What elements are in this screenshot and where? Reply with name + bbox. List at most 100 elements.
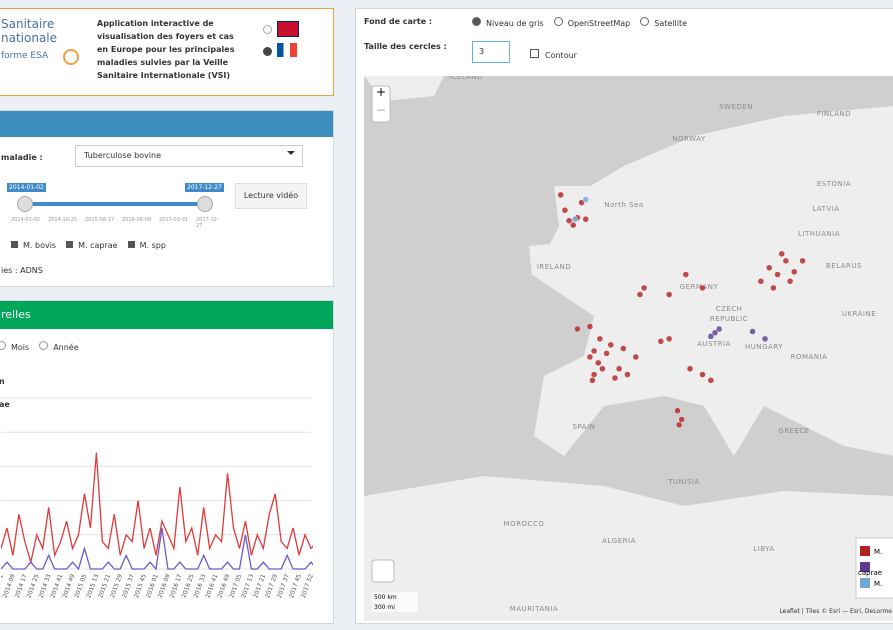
slider-handle[interactable] [197, 196, 213, 212]
outbreak-marker [611, 374, 619, 382]
flag-uk[interactable] [277, 21, 299, 37]
legend-swatch [860, 562, 870, 572]
label: Fond de carte : [364, 17, 433, 26]
map-label: IRELAND [537, 263, 571, 271]
slider-label: 2017-12-27 [185, 183, 224, 192]
outbreak-marker [665, 291, 673, 298]
map-label: MOROCCO [504, 520, 545, 528]
outbreak-marker [707, 377, 715, 384]
label: Taille des cercles : [364, 42, 447, 51]
outbreak-marker [590, 347, 598, 355]
outbreak-marker [715, 325, 723, 333]
outbreak-marker [791, 268, 798, 276]
outbreak-marker [778, 250, 785, 258]
map-panel: Fond de carte : Niveau de gris OpenStreet… [355, 8, 893, 624]
outbreak-marker [757, 278, 765, 285]
outbreak-marker [582, 196, 589, 203]
map-label: LITHUANIA [798, 230, 840, 238]
panel-header: relles [0, 301, 333, 329]
outbreak-marker [749, 328, 756, 335]
logo-line: nationale [1, 31, 58, 45]
basemap-radios: Niveau de gris OpenStreetMap Satellite [472, 17, 687, 28]
flag-fr[interactable] [277, 43, 297, 57]
checkbox-label: Contour [545, 51, 577, 60]
slider-label: 2014-01-02 [7, 183, 46, 192]
map-label: FINLAND [817, 110, 851, 118]
zoom-out[interactable]: − [376, 103, 386, 117]
description: Application interactive de visualisation… [97, 19, 235, 80]
label: maladie : [1, 153, 43, 162]
checkbox[interactable] [127, 241, 135, 248]
outbreak-marker [607, 341, 614, 349]
map-label: LATVIA [812, 205, 839, 213]
map-label: SPAIN [573, 423, 596, 431]
radio-label: Année [53, 343, 79, 352]
outbreak-marker [620, 345, 627, 352]
checkbox[interactable] [11, 241, 18, 248]
caret [287, 151, 295, 159]
outbreak-marker [678, 416, 685, 423]
outbreak-marker [686, 365, 694, 372]
checkbox[interactable] [66, 241, 74, 248]
map-label: SWEDEN [719, 103, 753, 111]
map-label: GREECE [778, 427, 809, 435]
outbreak-marker [615, 365, 623, 372]
panel-header [0, 111, 333, 137]
select[interactable]: Tuberculose bovine [75, 145, 303, 167]
radio[interactable] [0, 341, 6, 350]
legend-fragment: n [0, 377, 5, 386]
map-label: REPUBLIC [710, 315, 748, 323]
outbreak-marker [586, 323, 594, 330]
logo: Sanitaire nationale forme ESA [1, 17, 57, 61]
source: ies : ADNS [1, 266, 43, 275]
radio-label: OpenStreetMap [567, 19, 631, 28]
legend-label: caprae [858, 569, 882, 577]
radio-label: Mois [11, 343, 30, 352]
number-input[interactable]: 3 [472, 41, 510, 63]
radio[interactable] [472, 17, 481, 26]
slider-tick-label: 2014-01-02 [11, 217, 41, 223]
slider-tick-label: 2017-03-31 [159, 217, 189, 223]
zoom-in[interactable]: + [376, 85, 386, 99]
outbreak-marker [603, 350, 610, 357]
outbreak-marker [565, 217, 573, 224]
map-label: AUSTRIA [697, 340, 731, 348]
outbreak-marker [589, 377, 596, 384]
radio[interactable] [263, 47, 272, 56]
outbreak-marker [766, 264, 773, 271]
outbreak-marker [570, 221, 577, 229]
legend-fragment: ae [0, 400, 10, 409]
outbreak-marker [665, 335, 673, 343]
radio[interactable] [553, 17, 563, 26]
outbreak-marker [561, 207, 569, 214]
outbreak-marker [582, 215, 589, 223]
header: Sanitaire nationale forme ESA Applicatio… [0, 8, 334, 96]
map-label: North Sea [604, 201, 643, 209]
slider-tick-label: 2016-06-09 [122, 217, 152, 223]
outbreak-marker [599, 365, 606, 372]
logo-line: forme ESA [1, 51, 49, 61]
outbreak-marker [682, 271, 690, 278]
legend-swatch [860, 578, 870, 588]
outbreak-marker [596, 335, 604, 343]
map-label: UKRAINE [842, 310, 876, 318]
checkbox[interactable] [530, 49, 539, 58]
outbreak-marker [675, 421, 683, 429]
radio[interactable] [263, 25, 272, 34]
radio[interactable] [39, 341, 49, 350]
map-label: ALGERIA [602, 537, 636, 545]
outbreak-marker [624, 371, 631, 378]
button[interactable]: Lecture vidéo [235, 183, 307, 209]
legend-label: M. [874, 580, 882, 588]
outbreak-marker [674, 407, 681, 414]
outbreak-marker [586, 353, 594, 361]
slider-handle[interactable] [17, 196, 33, 212]
map: + − 500 km 300 mi Leaflet | Tiles © Esri… [364, 76, 893, 621]
map-label: HUNGARY [745, 343, 783, 351]
legend-label: M. [874, 548, 882, 556]
radio-label: Niveau de gris [486, 19, 544, 28]
layer-button[interactable] [371, 559, 395, 583]
radio[interactable] [640, 17, 650, 26]
checkbox-label: M. bovis [23, 241, 57, 250]
